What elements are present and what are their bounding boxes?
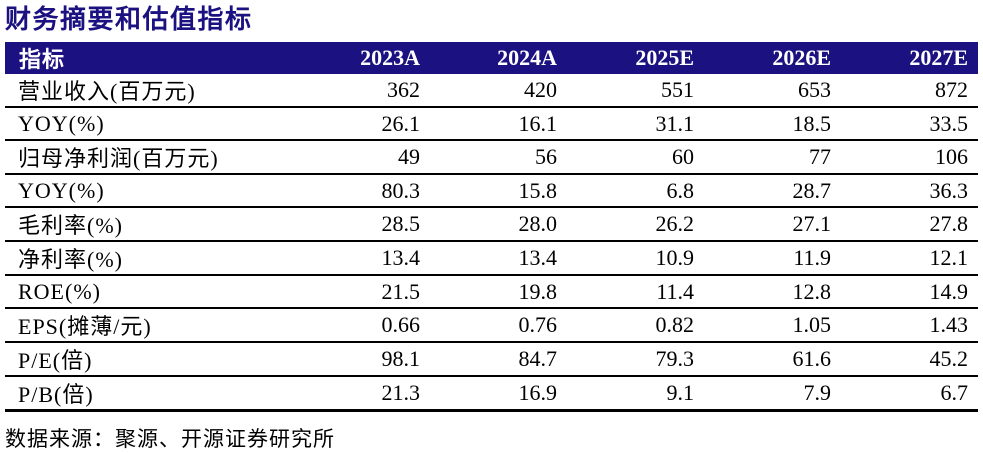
data-source-note: 数据来源：聚源、开源证券研究所 — [5, 427, 335, 451]
header-cell-indicator: 指标 — [5, 42, 293, 74]
cell-value: 7.9 — [704, 376, 841, 412]
cell-value: 45.2 — [841, 342, 978, 377]
cell-value: 31.1 — [567, 107, 704, 141]
cell-value: 14.9 — [841, 275, 978, 309]
header-cell-2024a: 2024A — [430, 42, 567, 74]
cell-value: 106 — [841, 140, 978, 175]
row-label: P/E(倍) — [5, 342, 293, 377]
table-row-gross-margin: 毛利率(%) 28.5 28.0 26.2 27.1 27.8 — [5, 207, 978, 242]
cell-value: 28.0 — [430, 207, 567, 242]
cell-value: 10.9 — [567, 241, 704, 276]
row-label: 净利率(%) — [5, 241, 293, 276]
cell-value: 1.43 — [841, 308, 978, 343]
table-row-net-profit: 归母净利润(百万元) 49 56 60 77 106 — [5, 140, 978, 175]
cell-value: 6.8 — [567, 174, 704, 208]
header-cell-2026e: 2026E — [704, 42, 841, 74]
row-label: 营业收入(百万元) — [5, 74, 293, 108]
cell-value: 653 — [704, 74, 841, 108]
cell-value: 362 — [293, 74, 430, 108]
cell-value: 28.5 — [293, 207, 430, 242]
cell-value: 28.7 — [704, 174, 841, 208]
table-row-net-margin: 净利率(%) 13.4 13.4 10.9 11.9 12.1 — [5, 241, 978, 276]
page-title: 财务摘要和估值指标 — [5, 5, 253, 34]
cell-value: 6.7 — [841, 376, 978, 412]
cell-value: 26.1 — [293, 107, 430, 141]
cell-value: 21.5 — [293, 275, 430, 309]
cell-value: 1.05 — [704, 308, 841, 343]
cell-value: 61.6 — [704, 342, 841, 377]
cell-value: 49 — [293, 140, 430, 175]
cell-value: 16.1 — [430, 107, 567, 141]
cell-value: 27.1 — [704, 207, 841, 242]
row-label: 毛利率(%) — [5, 207, 293, 242]
financial-summary-table: 指标 2023A 2024A 2025E 2026E 2027E 营业收入(百万… — [5, 42, 978, 412]
cell-value: 21.3 — [293, 376, 430, 412]
header-cell-2023a: 2023A — [293, 42, 430, 74]
table-row-eps: EPS(摊薄/元) 0.66 0.76 0.82 1.05 1.43 — [5, 308, 978, 343]
cell-value: 33.5 — [841, 107, 978, 141]
row-label: YOY(%) — [5, 107, 293, 141]
cell-value: 551 — [567, 74, 704, 108]
cell-value: 12.8 — [704, 275, 841, 309]
cell-value: 0.82 — [567, 308, 704, 343]
cell-value: 56 — [430, 140, 567, 175]
cell-value: 12.1 — [841, 241, 978, 276]
cell-value: 80.3 — [293, 174, 430, 208]
table-header-row: 指标 2023A 2024A 2025E 2026E 2027E — [5, 42, 978, 74]
cell-value: 11.4 — [567, 275, 704, 309]
cell-value: 98.1 — [293, 342, 430, 377]
cell-value: 15.8 — [430, 174, 567, 208]
cell-value: 0.66 — [293, 308, 430, 343]
cell-value: 26.2 — [567, 207, 704, 242]
row-label: EPS(摊薄/元) — [5, 308, 293, 343]
table-row-roe: ROE(%) 21.5 19.8 11.4 12.8 14.9 — [5, 275, 978, 309]
cell-value: 16.9 — [430, 376, 567, 412]
cell-value: 60 — [567, 140, 704, 175]
row-label: YOY(%) — [5, 174, 293, 208]
cell-value: 27.8 — [841, 207, 978, 242]
table-row-pb: P/B(倍) 21.3 16.9 9.1 7.9 6.7 — [5, 376, 978, 412]
table-row-revenue: 营业收入(百万元) 362 420 551 653 872 — [5, 74, 978, 108]
cell-value: 36.3 — [841, 174, 978, 208]
cell-value: 872 — [841, 74, 978, 108]
cell-value: 77 — [704, 140, 841, 175]
cell-value: 0.76 — [430, 308, 567, 343]
cell-value: 18.5 — [704, 107, 841, 141]
cell-value: 13.4 — [430, 241, 567, 276]
cell-value: 84.7 — [430, 342, 567, 377]
row-label: ROE(%) — [5, 275, 293, 309]
table-row-revenue-yoy: YOY(%) 26.1 16.1 31.1 18.5 33.5 — [5, 107, 978, 141]
cell-value: 11.9 — [704, 241, 841, 276]
cell-value: 9.1 — [567, 376, 704, 412]
table-row-pe: P/E(倍) 98.1 84.7 79.3 61.6 45.2 — [5, 342, 978, 377]
header-cell-2027e: 2027E — [841, 42, 978, 74]
row-label: P/B(倍) — [5, 376, 293, 412]
row-label: 归母净利润(百万元) — [5, 140, 293, 175]
table-row-net-profit-yoy: YOY(%) 80.3 15.8 6.8 28.7 36.3 — [5, 174, 978, 208]
cell-value: 420 — [430, 74, 567, 108]
header-cell-2025e: 2025E — [567, 42, 704, 74]
cell-value: 19.8 — [430, 275, 567, 309]
cell-value: 13.4 — [293, 241, 430, 276]
cell-value: 79.3 — [567, 342, 704, 377]
